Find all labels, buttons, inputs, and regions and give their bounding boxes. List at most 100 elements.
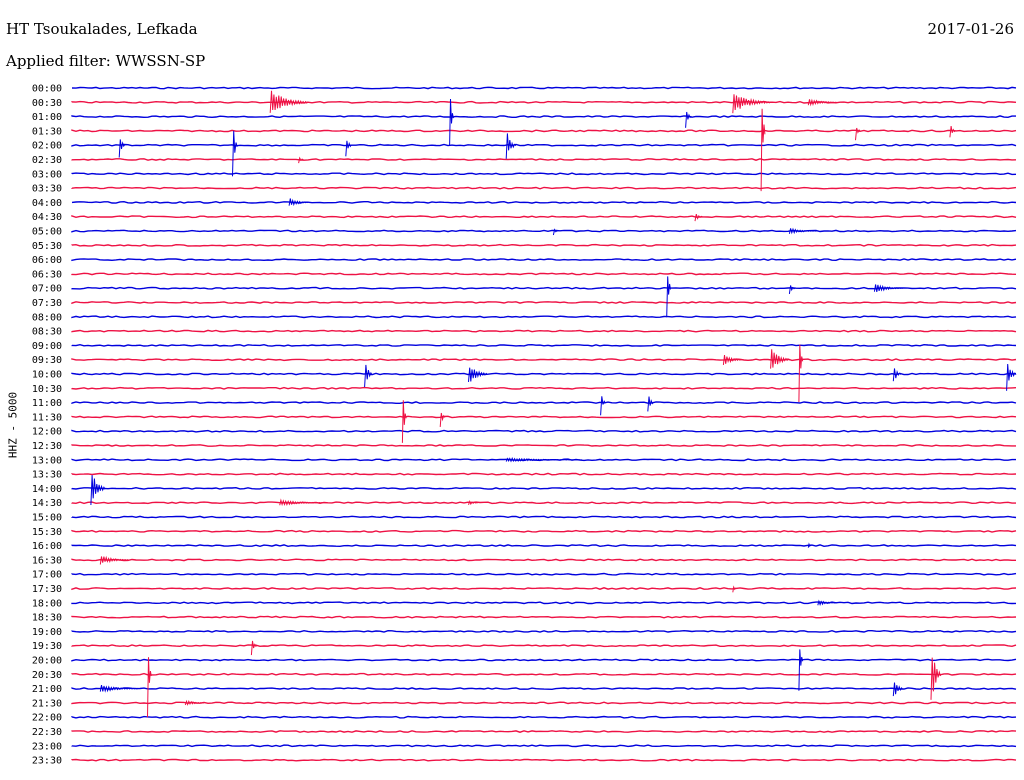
trace-line (71, 644, 1017, 648)
event-burst-25 (892, 368, 902, 382)
event-burst-13 (288, 198, 309, 207)
time-tick-1900: 19:00 (32, 627, 62, 638)
event-burst-37 (732, 585, 737, 593)
time-tick-2230: 22:30 (32, 727, 62, 738)
event-burst-28 (647, 396, 654, 412)
event-burst-39 (250, 640, 258, 656)
trace-line (71, 672, 1017, 676)
time-tick-0230: 02:30 (32, 155, 62, 166)
trace-line (71, 172, 1017, 176)
trace-line (71, 343, 1017, 347)
event-burst-45 (184, 699, 205, 706)
event-burst-33 (279, 498, 327, 507)
trace-line (71, 715, 1017, 719)
trace-line (71, 301, 1017, 305)
event-burst-32 (90, 475, 106, 506)
trace-line (71, 143, 1017, 147)
event-burst-31 (505, 457, 582, 463)
trace-line (71, 629, 1017, 633)
event-burst-26 (1006, 363, 1017, 391)
trace-line (71, 258, 1017, 262)
time-tick-1600: 16:00 (32, 541, 62, 552)
event-burst-22 (798, 344, 804, 403)
trace-line (71, 601, 1017, 605)
trace-line (71, 415, 1017, 419)
event-burst-3 (449, 98, 454, 146)
time-tick-0630: 06:30 (32, 269, 62, 280)
filter-label: Applied filter: WWSSN-SP (6, 52, 206, 70)
event-burst-15 (552, 228, 559, 236)
time-tick-2100: 21:00 (32, 684, 62, 695)
time-tick-1130: 11:30 (32, 412, 62, 423)
time-tick-1300: 13:00 (32, 455, 62, 466)
time-tick-1530: 15:30 (32, 527, 62, 538)
time-tick-1030: 10:30 (32, 384, 62, 395)
trace-line (71, 687, 1017, 691)
trace-line (71, 472, 1017, 476)
trace-line (71, 429, 1017, 433)
trace-line (71, 701, 1017, 705)
event-burst-8 (118, 139, 126, 158)
time-tick-1230: 12:30 (32, 441, 62, 452)
time-tick-0400: 04:00 (32, 198, 62, 209)
event-burst-19 (873, 284, 903, 292)
event-burst-35 (807, 542, 812, 548)
trace-line (71, 229, 1017, 233)
time-tick-0800: 08:00 (32, 312, 62, 323)
event-burst-43 (892, 682, 904, 697)
time-tick-1400: 14:00 (32, 484, 62, 495)
time-tick-2030: 20:30 (32, 670, 62, 681)
trace-line (71, 444, 1016, 447)
time-tick-0900: 09:00 (32, 341, 62, 352)
event-burst-11 (505, 133, 517, 159)
event-burst-0 (269, 90, 309, 113)
time-tick-2300: 23:00 (32, 741, 62, 752)
trace-line (71, 730, 1017, 733)
event-burst-29 (401, 400, 407, 443)
event-burst-23 (364, 364, 373, 388)
trace-line (71, 315, 1017, 319)
time-tick-0300: 03:00 (32, 169, 62, 180)
time-tick-1700: 17:00 (32, 570, 62, 581)
event-burst-34 (468, 500, 478, 506)
event-burst-6 (855, 127, 861, 141)
event-burst-12 (298, 156, 304, 164)
trace-line (71, 744, 1017, 748)
station-title: HT Tsoukalades, Lefkada (6, 20, 198, 38)
trace-line (71, 529, 1017, 533)
event-burst-1 (732, 94, 771, 114)
time-tick-0130: 01:30 (32, 126, 62, 137)
trace-line (71, 515, 1017, 519)
trace-line (71, 587, 1017, 591)
trace-line (71, 358, 1017, 362)
event-burst-4 (685, 111, 692, 128)
time-tick-1730: 17:30 (32, 584, 62, 595)
time-tick-0200: 02:00 (32, 141, 62, 152)
trace-line (71, 558, 1016, 562)
trace-line (71, 615, 1017, 619)
time-tick-1330: 13:30 (32, 470, 62, 481)
trace-line (71, 758, 1017, 762)
event-burst-38 (817, 599, 837, 607)
time-tick-0000: 00:00 (32, 84, 62, 95)
trace-line (71, 544, 1017, 548)
event-burst-18 (788, 285, 796, 294)
trace-line (71, 200, 1017, 204)
event-burst-41 (147, 657, 152, 718)
time-tick-0530: 05:30 (32, 241, 62, 252)
event-burst-20 (722, 355, 743, 365)
time-tick-1830: 18:30 (32, 613, 62, 624)
time-tick-0700: 07:00 (32, 284, 62, 295)
time-tick-2330: 23:30 (32, 756, 62, 767)
trace-line (71, 129, 1017, 133)
event-burst-7 (949, 126, 956, 138)
event-burst-30 (439, 412, 446, 427)
event-bursts (90, 90, 1017, 718)
time-tick-2000: 20:00 (32, 656, 62, 667)
event-burst-14 (694, 213, 703, 222)
trace-line (71, 329, 1017, 333)
time-tick-2200: 22:00 (32, 713, 62, 724)
event-burst-21 (770, 349, 790, 369)
trace-line (71, 272, 1017, 276)
